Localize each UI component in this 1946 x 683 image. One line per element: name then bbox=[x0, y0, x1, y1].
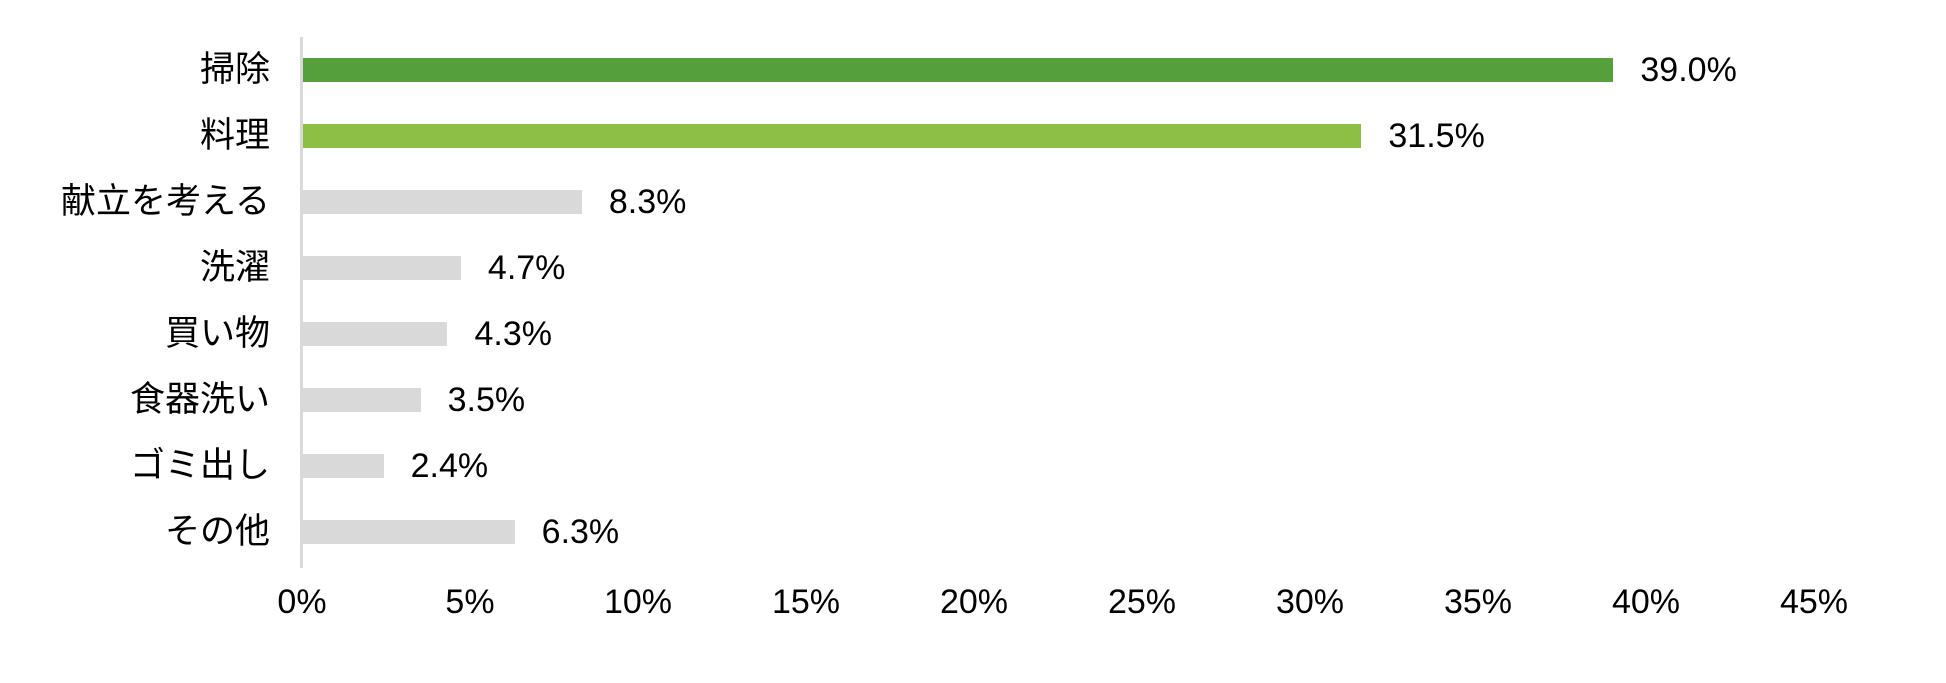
bar bbox=[303, 454, 384, 478]
x-axis-tick-labels: 0% 5% 10% 15% 20% 25% 30% 35% 40% 45% bbox=[277, 581, 1848, 623]
bar-row: 掃除 39.0% bbox=[0, 37, 1815, 103]
bar-row: 食器洗い 3.5% bbox=[0, 367, 1815, 433]
x-tick: 30% bbox=[1275, 583, 1345, 621]
bar bbox=[303, 520, 515, 544]
value-label: 39.0% bbox=[1640, 51, 1737, 89]
bar-row: 洗濯 4.7% bbox=[0, 235, 1815, 301]
x-tick: 40% bbox=[1611, 583, 1681, 621]
category-label: 料理 bbox=[199, 116, 270, 155]
value-label: 6.3% bbox=[541, 513, 620, 551]
x-tick: 10% bbox=[603, 583, 673, 621]
x-tick: 35% bbox=[1443, 583, 1513, 621]
value-label: 4.7% bbox=[487, 249, 566, 287]
category-label: 食器洗い bbox=[129, 380, 270, 419]
category-label: ゴミ出し bbox=[129, 446, 270, 485]
x-tick: 15% bbox=[771, 583, 841, 621]
bar bbox=[303, 256, 461, 280]
x-tick: 5% bbox=[445, 583, 495, 621]
bar bbox=[303, 322, 448, 346]
x-tick: 20% bbox=[939, 583, 1009, 621]
value-label: 4.3% bbox=[474, 315, 552, 353]
bar-row: 料理 31.5% bbox=[0, 103, 1815, 169]
plot-area-row: 3.5% bbox=[303, 367, 1815, 433]
y-axis-line bbox=[300, 37, 303, 568]
bar-row: その他 6.3% bbox=[0, 499, 1815, 565]
bar bbox=[303, 124, 1362, 148]
bar bbox=[303, 58, 1614, 82]
x-tick: 25% bbox=[1107, 583, 1177, 621]
bar-row: 買い物 4.3% bbox=[0, 301, 1815, 367]
category-label: 献立を考える bbox=[61, 182, 270, 221]
plot-area-row: 39.0% bbox=[303, 37, 1815, 103]
value-label: 2.4% bbox=[410, 447, 489, 485]
x-tick: 0% bbox=[277, 583, 327, 621]
bar-row: 献立を考える 8.3% bbox=[0, 169, 1815, 235]
category-label: 洗濯 bbox=[199, 248, 270, 287]
plot-area-row: 31.5% bbox=[303, 103, 1815, 169]
plot-area-row: 4.7% bbox=[303, 235, 1815, 301]
value-label: 3.5% bbox=[447, 381, 526, 419]
plot-area-row: 8.3% bbox=[303, 169, 1815, 235]
category-label: その他 bbox=[164, 512, 270, 551]
bar bbox=[303, 190, 582, 214]
chart-rows: 掃除 39.0% 料理 31.5% 献立を考える 8.3% 洗濯 4.7% 買い物 4.3% 食器洗… bbox=[0, 37, 1815, 565]
value-label: 8.3% bbox=[608, 183, 687, 221]
category-label: 買い物 bbox=[164, 314, 270, 353]
bar-row: ゴミ出し 2.4% bbox=[0, 433, 1815, 499]
category-label: 掃除 bbox=[199, 50, 270, 89]
bar bbox=[303, 388, 421, 412]
value-label: 31.5% bbox=[1388, 117, 1485, 155]
plot-area-row: 6.3% bbox=[303, 499, 1815, 565]
plot-area-row: 4.3% bbox=[303, 301, 1815, 367]
plot-area-row: 2.4% bbox=[303, 433, 1815, 499]
x-tick: 45% bbox=[1779, 583, 1849, 621]
